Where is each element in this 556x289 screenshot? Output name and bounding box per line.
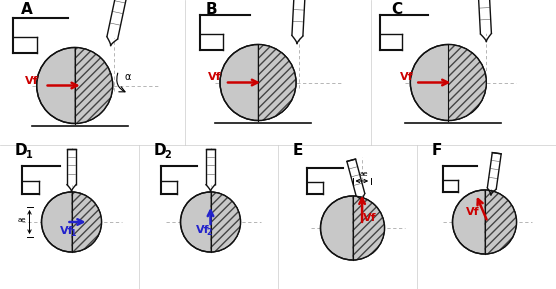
Wedge shape [211, 192, 241, 252]
Text: Vf: Vf [25, 75, 38, 86]
Polygon shape [478, 0, 492, 34]
Text: Vf: Vf [59, 226, 73, 236]
Text: F: F [431, 143, 442, 158]
Polygon shape [67, 149, 76, 185]
Circle shape [320, 196, 385, 260]
Wedge shape [448, 45, 486, 121]
Text: D: D [14, 143, 27, 158]
Polygon shape [347, 159, 365, 196]
Text: 1: 1 [26, 150, 32, 160]
Text: ae: ae [360, 171, 368, 177]
Text: Vf: Vf [466, 207, 479, 217]
Text: C: C [391, 2, 403, 17]
Wedge shape [484, 190, 517, 254]
Text: B: B [206, 2, 217, 17]
Polygon shape [107, 0, 127, 39]
Circle shape [453, 190, 517, 254]
Text: D: D [153, 143, 166, 158]
Text: Vf: Vf [196, 225, 209, 235]
Text: 1: 1 [70, 229, 76, 238]
Circle shape [410, 45, 486, 121]
Text: Vf: Vf [208, 73, 222, 82]
Circle shape [181, 192, 241, 252]
Wedge shape [353, 196, 385, 260]
Circle shape [42, 192, 102, 252]
Polygon shape [487, 153, 501, 189]
Text: 2: 2 [206, 228, 211, 237]
Wedge shape [258, 45, 296, 121]
Polygon shape [206, 149, 215, 185]
Wedge shape [75, 47, 113, 123]
Text: Vf: Vf [363, 213, 377, 223]
Text: Vf: Vf [400, 73, 413, 82]
Text: ae: ae [17, 217, 26, 223]
Text: 2: 2 [165, 150, 171, 160]
Text: A: A [21, 2, 32, 17]
Polygon shape [292, 0, 305, 36]
Text: E: E [292, 143, 303, 158]
Circle shape [37, 47, 113, 123]
Wedge shape [72, 192, 102, 252]
Text: α: α [125, 71, 131, 81]
Circle shape [220, 45, 296, 121]
